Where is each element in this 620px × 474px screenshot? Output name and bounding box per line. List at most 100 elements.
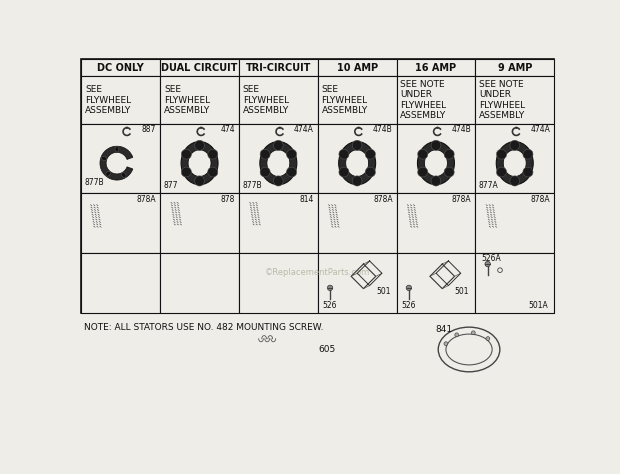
Ellipse shape [273, 140, 283, 150]
Bar [160, 124, 239, 193]
Bar [81, 59, 554, 313]
Text: 877B: 877B [84, 178, 104, 187]
Text: ©ReplacementParts.com: ©ReplacementParts.com [265, 268, 370, 277]
Ellipse shape [418, 149, 428, 159]
Ellipse shape [260, 167, 270, 177]
Text: 878A: 878A [531, 195, 551, 204]
Ellipse shape [503, 150, 526, 176]
Bar [476, 76, 554, 124]
Text: SEE NOTE
UNDER
FLYWHEEL
ASSEMBLY: SEE NOTE UNDER FLYWHEEL ASSEMBLY [479, 80, 525, 120]
Bar [476, 124, 554, 193]
Bar [317, 76, 397, 124]
Text: 16 AMP: 16 AMP [415, 63, 456, 73]
Ellipse shape [510, 140, 520, 150]
Circle shape [455, 333, 459, 337]
Ellipse shape [523, 167, 533, 177]
Ellipse shape [208, 149, 218, 159]
Ellipse shape [286, 167, 296, 177]
Ellipse shape [523, 149, 533, 159]
Text: DUAL CIRCUIT: DUAL CIRCUIT [161, 63, 237, 73]
Ellipse shape [188, 150, 211, 176]
Ellipse shape [339, 142, 376, 185]
Ellipse shape [122, 173, 126, 178]
Text: 877B: 877B [242, 181, 262, 190]
Text: 605: 605 [319, 345, 336, 354]
Ellipse shape [444, 149, 454, 159]
Text: 878A: 878A [452, 195, 471, 204]
Ellipse shape [115, 146, 119, 152]
Bar [397, 59, 476, 76]
Ellipse shape [418, 167, 428, 177]
Bar [397, 76, 476, 124]
Ellipse shape [446, 334, 492, 365]
Ellipse shape [181, 142, 218, 185]
Text: SEE
FLYWHEEL
ASSEMBLY: SEE FLYWHEEL ASSEMBLY [322, 85, 368, 115]
Ellipse shape [195, 140, 205, 150]
Bar [239, 124, 317, 193]
Text: 501: 501 [376, 287, 391, 296]
Ellipse shape [273, 176, 283, 186]
Bar [397, 253, 476, 313]
Ellipse shape [339, 149, 349, 159]
Text: 526: 526 [323, 301, 337, 310]
Ellipse shape [425, 150, 448, 176]
Ellipse shape [195, 176, 205, 186]
Ellipse shape [444, 167, 454, 177]
Circle shape [471, 331, 476, 335]
Bar [81, 193, 160, 253]
Ellipse shape [510, 176, 520, 186]
Ellipse shape [260, 142, 297, 185]
Ellipse shape [181, 149, 192, 159]
Bar [317, 193, 397, 253]
Text: 474A: 474A [294, 125, 314, 134]
Ellipse shape [346, 150, 369, 176]
Bar [476, 59, 554, 76]
Text: 878: 878 [221, 195, 235, 204]
Bar [476, 193, 554, 253]
Text: 878A: 878A [136, 195, 156, 204]
Ellipse shape [497, 167, 507, 177]
Bar [160, 59, 239, 76]
Text: 526A: 526A [482, 254, 501, 263]
Ellipse shape [365, 149, 375, 159]
Ellipse shape [417, 142, 454, 185]
Bar [397, 193, 476, 253]
Text: SEE NOTE
UNDER
FLYWHEEL
ASSEMBLY: SEE NOTE UNDER FLYWHEEL ASSEMBLY [401, 80, 446, 120]
Ellipse shape [352, 140, 362, 150]
Bar [81, 253, 160, 313]
Ellipse shape [352, 176, 362, 186]
Ellipse shape [365, 167, 375, 177]
Bar [81, 59, 160, 76]
Circle shape [406, 285, 412, 291]
PathPatch shape [100, 146, 133, 180]
Circle shape [515, 127, 518, 129]
Bar [160, 253, 239, 313]
Circle shape [200, 127, 202, 129]
Text: 474B: 474B [373, 125, 392, 134]
Ellipse shape [208, 167, 218, 177]
Circle shape [444, 342, 448, 346]
Ellipse shape [431, 140, 441, 150]
Text: SEE
FLYWHEEL
ASSEMBLY: SEE FLYWHEEL ASSEMBLY [164, 85, 210, 115]
Text: 9 AMP: 9 AMP [498, 63, 532, 73]
Ellipse shape [431, 176, 441, 186]
Bar [160, 76, 239, 124]
Text: 474: 474 [221, 125, 235, 134]
Ellipse shape [260, 149, 270, 159]
Circle shape [327, 285, 333, 291]
Circle shape [358, 127, 360, 129]
Ellipse shape [181, 167, 192, 177]
Circle shape [486, 337, 490, 340]
Ellipse shape [101, 156, 107, 160]
Bar [239, 76, 317, 124]
Text: 887: 887 [142, 125, 156, 134]
Bar [397, 124, 476, 193]
Ellipse shape [438, 327, 500, 372]
Ellipse shape [496, 142, 533, 185]
Text: 526: 526 [402, 301, 416, 310]
Text: SEE
FLYWHEEL
ASSEMBLY: SEE FLYWHEEL ASSEMBLY [243, 85, 289, 115]
Text: 878A: 878A [373, 195, 392, 204]
Text: 814: 814 [299, 195, 314, 204]
Circle shape [279, 127, 281, 129]
Circle shape [498, 268, 502, 273]
